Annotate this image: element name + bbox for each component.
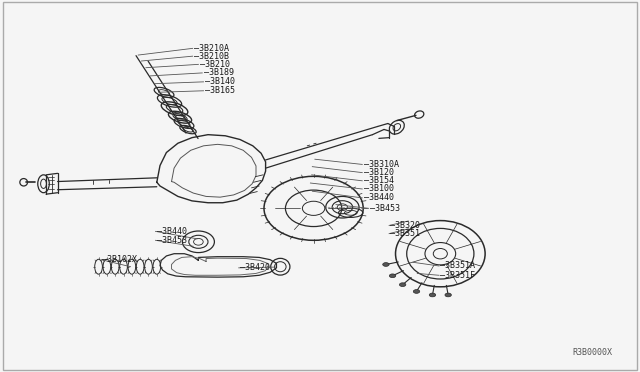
Circle shape xyxy=(413,290,420,294)
Text: —3B154: —3B154 xyxy=(364,176,394,185)
Text: —3B100: —3B100 xyxy=(364,185,394,193)
Text: —3B351A: —3B351A xyxy=(440,262,476,270)
Text: —3B165: —3B165 xyxy=(205,86,235,95)
Text: —3B210B: —3B210B xyxy=(194,52,229,61)
Text: —3B102X: —3B102X xyxy=(102,255,138,264)
Text: —3B310A: —3B310A xyxy=(364,160,399,169)
Text: —3B351F: —3B351F xyxy=(440,271,476,280)
Text: —3B210: —3B210 xyxy=(200,60,230,69)
Text: —3B453: —3B453 xyxy=(370,204,400,213)
Circle shape xyxy=(389,274,396,278)
Text: R3B0000X: R3B0000X xyxy=(573,348,612,357)
Text: —3B440: —3B440 xyxy=(157,227,187,236)
Circle shape xyxy=(383,263,389,266)
Text: —3B189: —3B189 xyxy=(204,68,234,77)
Circle shape xyxy=(445,293,451,297)
Text: —3B440: —3B440 xyxy=(364,193,394,202)
Text: —3B210A: —3B210A xyxy=(194,44,229,53)
Text: —3B320: —3B320 xyxy=(390,221,420,230)
Circle shape xyxy=(399,283,406,286)
Text: —3B140: —3B140 xyxy=(205,77,235,86)
Circle shape xyxy=(429,293,436,297)
Text: —3B420: —3B420 xyxy=(240,263,270,272)
Text: —3B120: —3B120 xyxy=(364,168,394,177)
Text: —3B453: —3B453 xyxy=(157,236,187,245)
Text: —3B351: —3B351 xyxy=(390,229,420,238)
